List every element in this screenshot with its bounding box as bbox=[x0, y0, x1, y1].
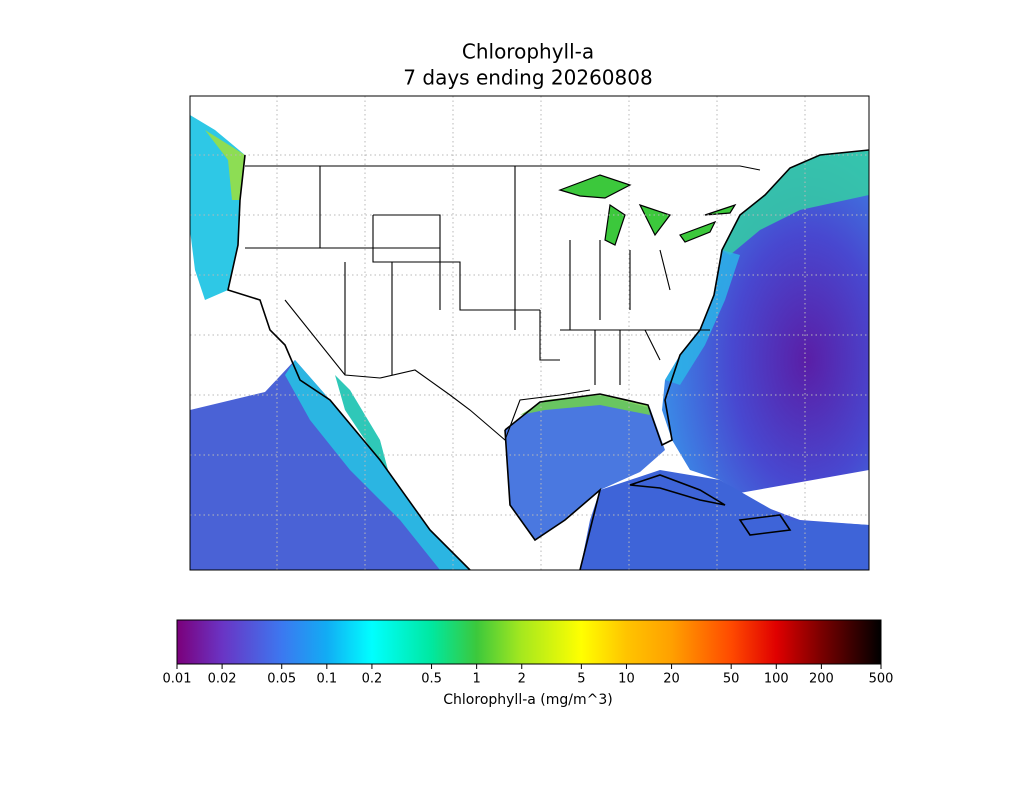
tick-label: 500 bbox=[869, 672, 894, 687]
coastal-bloom bbox=[722, 150, 869, 255]
colorbar-bar bbox=[176, 619, 882, 665]
colorbar: 0.01 0.02 0.05 0.1 0.2 0.5 1 2 5 10 20 50 100 200 500 bbox=[163, 619, 894, 687]
map-title: Chlorophyll-a bbox=[462, 40, 594, 64]
ocean bbox=[620, 150, 869, 570]
map bbox=[190, 96, 869, 570]
tick-label: 100 bbox=[764, 672, 789, 687]
tick-label: 200 bbox=[809, 672, 834, 687]
map-frame bbox=[189, 95, 870, 571]
map-subtitle: 7 days ending 20260808 bbox=[403, 66, 652, 90]
tick-label: 0.02 bbox=[208, 672, 237, 687]
graticule bbox=[190, 96, 869, 570]
tick-label: 50 bbox=[723, 672, 740, 687]
tick-label: 0.05 bbox=[267, 672, 296, 687]
tick-label: 0.01 bbox=[163, 672, 192, 687]
ocean-shelf bbox=[285, 360, 470, 570]
lake bbox=[558, 174, 737, 246]
coastal-bloom bbox=[520, 394, 650, 415]
coastal-bloom bbox=[205, 130, 245, 200]
tick-label: 2 bbox=[518, 672, 526, 687]
borders bbox=[227, 149, 869, 570]
tick-label: 0.2 bbox=[362, 672, 383, 687]
tick-label: 10 bbox=[618, 672, 635, 687]
tick-label: 1 bbox=[472, 672, 480, 687]
ocean bbox=[580, 470, 869, 570]
ocean bbox=[505, 395, 665, 540]
tick-label: 0.5 bbox=[421, 672, 442, 687]
tick-label: 0.1 bbox=[316, 672, 337, 687]
colorbar-label: Chlorophyll-a (mg/m^3) bbox=[443, 692, 612, 708]
gulf-of-california bbox=[335, 375, 388, 470]
tick-label: 5 bbox=[577, 672, 585, 687]
tick-label: 20 bbox=[663, 672, 680, 687]
